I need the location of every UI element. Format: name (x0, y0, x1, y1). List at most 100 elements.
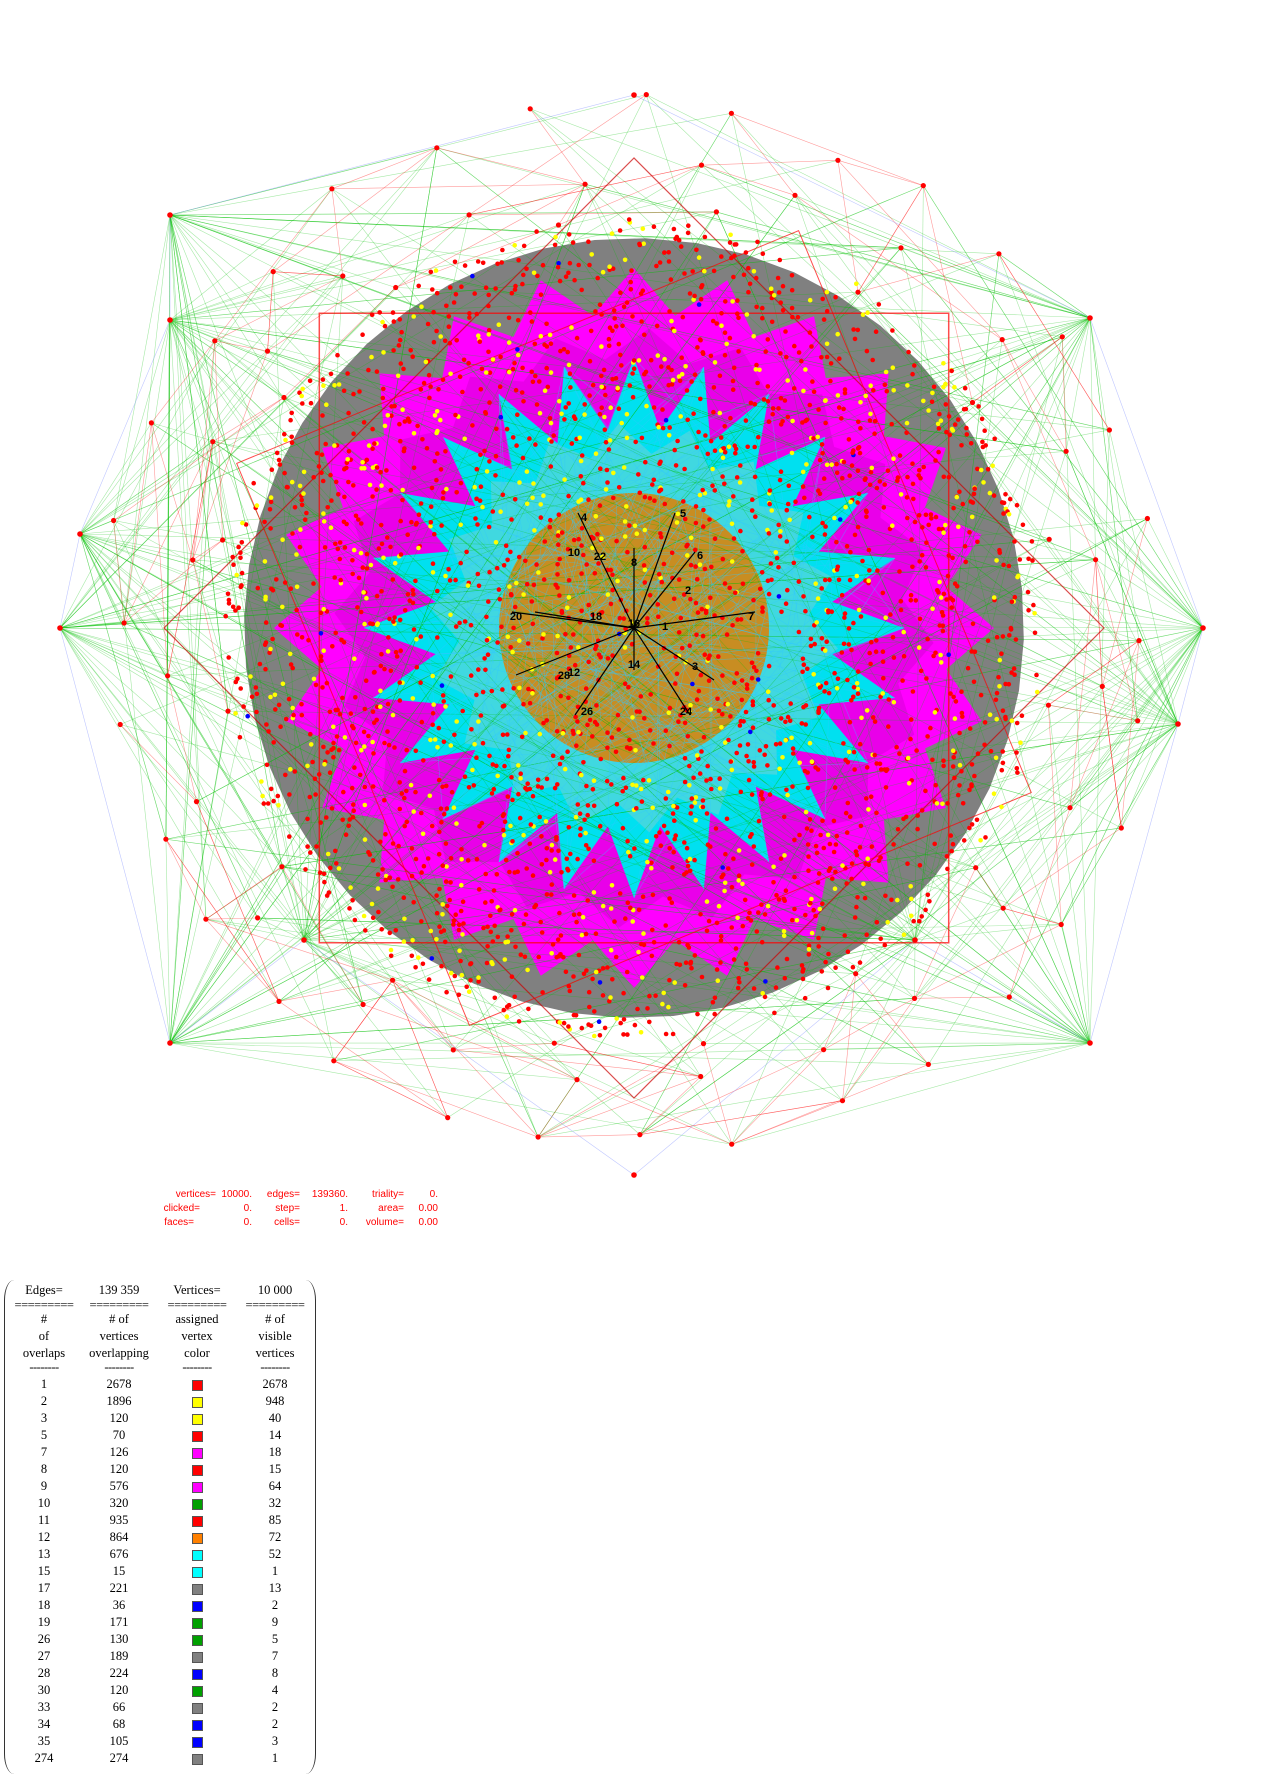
vertex (571, 537, 577, 543)
vertex (964, 425, 969, 431)
axis-label: 5 (680, 508, 686, 520)
vertex (410, 937, 415, 943)
vertex (594, 703, 599, 708)
column-header: overlapping (89, 1346, 149, 1360)
vertex (683, 960, 689, 965)
vertex (683, 364, 688, 369)
vertex (454, 719, 460, 724)
table-row: 2 1896 948 (4, 1393, 316, 1410)
vertex (494, 426, 499, 432)
vertex (679, 371, 685, 377)
vertex (470, 273, 475, 279)
vertex (693, 520, 699, 526)
vertex (297, 544, 303, 550)
vertex (941, 763, 946, 769)
color-swatch (191, 1685, 203, 1697)
vertex (821, 1047, 827, 1053)
vertex (710, 318, 716, 324)
vertex (741, 272, 747, 278)
vertex (923, 788, 928, 794)
visible-cell: 14 (268, 1428, 282, 1442)
vertex (653, 834, 659, 839)
vertex (542, 539, 548, 544)
vertex (859, 715, 864, 721)
vertex (458, 480, 464, 486)
vertex (883, 893, 888, 899)
color-cell (158, 1750, 236, 1767)
vertex (328, 865, 333, 871)
cells-value: 0. (339, 1217, 348, 1228)
vertex (464, 984, 470, 990)
vertex (948, 833, 954, 838)
vertex (940, 801, 945, 807)
vertex (358, 609, 364, 615)
vertex (819, 969, 825, 974)
vertex (760, 305, 765, 311)
vertex (729, 884, 735, 890)
vertex (323, 441, 329, 447)
vertex (682, 720, 688, 726)
vertex (761, 397, 767, 402)
vertex (409, 519, 414, 525)
vertex (719, 311, 724, 316)
vertex (863, 393, 868, 399)
vertex (1200, 625, 1206, 631)
graph-projection[interactable]: 1 2 3 4 5 6 7 8 10 12 14 16 18 20 22 24 26 28 (0, 0, 1269, 1180)
vertex (717, 410, 723, 416)
vertex (444, 303, 449, 309)
vertex (944, 854, 950, 859)
vertex (485, 944, 490, 949)
vertex (598, 466, 603, 472)
vertex (734, 475, 740, 480)
vertex (898, 599, 904, 604)
vertex (508, 549, 513, 555)
vertex (436, 725, 442, 731)
table-row: 274 274 1 (4, 1750, 316, 1767)
vertex (283, 437, 288, 443)
vertex (688, 562, 694, 568)
vertex (565, 866, 570, 872)
vertex (626, 684, 631, 690)
vertex (854, 852, 860, 858)
vertex (666, 382, 671, 388)
vertex (789, 287, 795, 293)
vertex (297, 483, 303, 489)
vertex (288, 417, 293, 423)
vertex (605, 480, 610, 485)
vertex (485, 924, 490, 930)
separator: ========= (14, 1298, 74, 1312)
vertex (404, 819, 410, 825)
vertex (743, 250, 749, 255)
vertex (929, 516, 934, 521)
vertex (660, 407, 665, 412)
vertex (886, 724, 891, 729)
vertex (745, 915, 751, 921)
vertex (331, 740, 336, 746)
vertex (539, 785, 544, 790)
vertex (736, 848, 742, 853)
vertex (418, 634, 424, 639)
vertex (578, 832, 583, 838)
vertex (698, 162, 705, 168)
vertex (713, 826, 719, 831)
vertex (824, 289, 830, 295)
vertex (609, 231, 615, 236)
vertex (674, 520, 680, 525)
vertex (925, 1061, 932, 1067)
vertex (641, 241, 646, 246)
vertex (541, 720, 546, 726)
vertex (981, 480, 986, 485)
vertex (446, 314, 452, 319)
vertex (714, 321, 719, 326)
vertex (443, 841, 449, 846)
vertex (710, 1000, 716, 1005)
vertex (435, 745, 440, 750)
vertex (623, 916, 628, 921)
vertex (362, 465, 367, 471)
vertex (705, 604, 710, 610)
vertex (943, 402, 949, 407)
vertex (829, 462, 834, 468)
vertex (390, 577, 396, 582)
vertex (700, 487, 705, 493)
